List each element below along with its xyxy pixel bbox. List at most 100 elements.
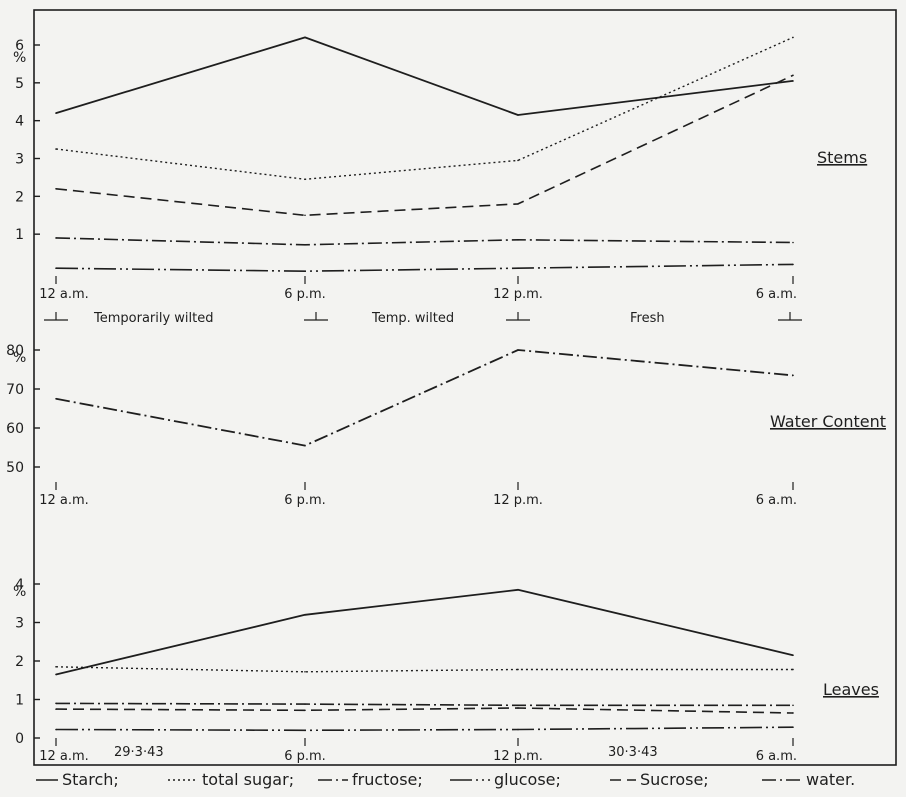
annotation-temporarily-wilted: Temporarily wilted xyxy=(93,311,214,326)
stems-series-total-sugar xyxy=(55,36,794,181)
stems-point xyxy=(792,80,794,82)
leaves-series-fructose xyxy=(55,702,793,707)
stems-title: Stems xyxy=(817,148,867,167)
stems-point xyxy=(304,270,306,273)
stems-ytick-label: 3 xyxy=(15,152,24,168)
leaves-xtick-label: 12 p.m. xyxy=(493,749,543,764)
stems-ytick-label: 1 xyxy=(15,227,24,243)
stems-point xyxy=(304,214,306,217)
leaves-point xyxy=(55,728,57,731)
stems-point xyxy=(304,178,306,181)
stems-point xyxy=(55,148,57,150)
leaves-point xyxy=(792,704,794,707)
stems-panel: 1 2 3 4 5 6% 12 a.m. 6 p.m. 12 p.m. 6 a.m. xyxy=(13,36,802,321)
water-xtick-label: 6 p.m. xyxy=(284,493,326,508)
water-point xyxy=(517,349,519,351)
stems-point xyxy=(55,112,57,114)
leaves-series-glucose xyxy=(55,726,794,732)
leaves-point xyxy=(55,702,57,705)
stems-point xyxy=(792,263,794,266)
water-series-water xyxy=(55,349,794,447)
water-point xyxy=(792,374,794,377)
stems-xtick-label: 12 p.m. xyxy=(493,287,543,302)
leaves-percent-label: % xyxy=(13,584,26,600)
water-ytick-label: 70 xyxy=(6,382,24,398)
stems-xtick-label: 12 a.m. xyxy=(39,287,89,302)
water-point xyxy=(55,397,57,400)
water-ytick-label: 80 xyxy=(6,343,24,359)
stems-series-fructose xyxy=(55,237,794,246)
leaves-date-1: 29·3·43 xyxy=(114,745,164,760)
legend-label: Starch; xyxy=(62,770,119,789)
stems-series-glucose xyxy=(55,263,794,273)
stems-ytick-label: 4 xyxy=(15,114,24,130)
stems-point xyxy=(304,36,306,39)
stems-point xyxy=(517,114,519,116)
stems-point xyxy=(792,241,794,244)
leaves-point xyxy=(55,708,57,710)
stems-point xyxy=(517,267,519,270)
legend-label: Sucrose; xyxy=(640,770,709,789)
stems-point xyxy=(517,159,519,162)
water-xtick-label: 6 a.m. xyxy=(756,493,797,508)
stems-ytick-label: 5 xyxy=(15,76,24,92)
stems-percent-label: % xyxy=(13,50,26,66)
leaves-point xyxy=(517,588,519,591)
leaves-series-starch xyxy=(55,588,794,676)
leaves-point xyxy=(792,668,794,671)
stems-point xyxy=(55,187,57,190)
stems-point xyxy=(792,74,794,77)
water-ytick-label: 50 xyxy=(6,460,24,476)
legend-label: water. xyxy=(806,770,855,789)
leaves-point xyxy=(792,726,794,729)
water-ytick-label: 60 xyxy=(6,421,24,437)
leaves-ytick-label: 0 xyxy=(15,731,24,747)
stems-point xyxy=(792,36,794,39)
leaves-ytick-label: 1 xyxy=(15,693,24,709)
leaves-point xyxy=(517,704,519,707)
leaves-xtick-label: 6 a.m. xyxy=(756,749,797,764)
water-point xyxy=(304,444,306,447)
stems-point xyxy=(55,267,57,270)
leaves-point xyxy=(517,668,519,671)
stems-ytick-label: 6 xyxy=(15,38,24,54)
stems-xtick-label: 6 a.m. xyxy=(756,287,797,302)
leaves-point xyxy=(55,665,57,668)
water-content-title: Water Content xyxy=(770,412,886,431)
stems-point xyxy=(517,239,519,241)
stems-point xyxy=(55,237,57,239)
leaves-point xyxy=(304,703,306,705)
leaves-ytick-label: 2 xyxy=(15,654,24,670)
leaves-point xyxy=(55,673,57,676)
stems-series-sucrose xyxy=(55,74,794,217)
legend-label: total sugar; xyxy=(202,770,294,789)
annotation-fresh: Fresh xyxy=(630,311,665,326)
stems-point xyxy=(304,243,306,246)
leaves-ytick-label: 4 xyxy=(15,577,24,593)
leaves-point xyxy=(304,729,306,732)
leaves-ytick-label: 3 xyxy=(15,616,24,632)
leaves-point xyxy=(304,709,306,712)
annotation-temp-wilted: Temp. wilted xyxy=(371,311,454,326)
water-xtick-label: 12 a.m. xyxy=(39,493,89,508)
leaves-series-sucrose xyxy=(55,707,794,714)
leaves-panel: 0 1 2 3 4% 12 a.m. 6 p.m. 12 p.m. 6 a.m. xyxy=(13,577,797,764)
stems-ytick-label: 2 xyxy=(15,189,24,205)
water-percent-label: % xyxy=(13,350,26,366)
stems-xtick-label: 6 p.m. xyxy=(284,287,326,302)
water-panel: 50 60 70 80% 12 a.m. 6 p.m. 12 p.m. 6 a.m. xyxy=(6,343,797,508)
leaves-title: Leaves xyxy=(823,680,879,699)
legend: Starch; total sugar; fructose; glucose; Sucr… xyxy=(36,770,855,789)
legend-label: glucose; xyxy=(494,770,561,789)
leaves-point xyxy=(517,728,519,731)
leaves-date-2: 30·3·43 xyxy=(608,745,658,760)
stems-point xyxy=(517,203,519,205)
leaves-xtick-label: 6 p.m. xyxy=(284,749,326,764)
leaves-xtick-label: 12 a.m. xyxy=(39,749,89,764)
stems-series-starch xyxy=(55,36,794,116)
figure-frame xyxy=(33,9,897,766)
leaves-point xyxy=(792,712,794,714)
leaves-point xyxy=(304,670,306,673)
water-xtick-label: 12 p.m. xyxy=(493,493,543,508)
